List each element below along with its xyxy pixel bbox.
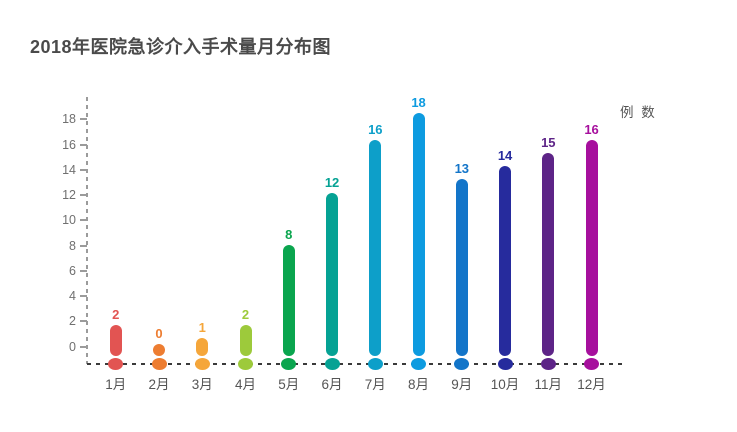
bar-3月 [196,337,209,356]
baseline-dot [151,358,167,370]
baseline-dot [194,358,210,370]
y-axis-unit-label: 例 数 [620,105,657,120]
y-tick-label: 14 [62,162,76,177]
y-tick-label: 18 [62,112,76,127]
bar-value-label: 14 [497,148,513,164]
x-axis-label-2月: 2月 [148,377,170,392]
y-tick-mark [80,345,87,348]
y-tick-mark [80,295,87,298]
bar-2月 [153,344,166,356]
baseline-dot [281,358,297,370]
baseline-dot [584,358,600,370]
bar-1月 [109,324,122,356]
bar-value-label: 2 [112,306,120,322]
y-tick-label: 6 [69,263,76,278]
y-tick-label: 12 [62,188,76,203]
y-tick-label: 0 [69,339,76,354]
y-tick-mark [80,168,87,171]
bar-4月 [239,324,252,356]
x-axis-label-4月: 4月 [235,377,257,392]
bar-7月 [369,139,382,356]
bar-value-label: 13 [454,161,470,177]
bar-9月 [455,179,468,356]
baseline-dot [108,358,124,370]
x-axis-label-3月: 3月 [191,377,213,392]
bar-6月 [326,192,339,356]
y-tick-mark [80,219,87,222]
y-tick-mark [80,269,87,272]
y-tick-mark [80,320,87,323]
y-tick-label: 2 [69,314,76,329]
y-tick-mark [80,244,87,247]
bar-value-label: 12 [324,174,340,190]
x-axis-label-12月: 12月 [577,377,606,392]
y-tick-label: 8 [69,238,76,253]
y-tick-label: 16 [62,137,76,152]
x-axis-dashed-baseline [87,363,625,365]
bar-12月 [585,139,598,356]
y-tick-label: 4 [69,289,76,304]
baseline-dot [497,358,513,370]
bar-value-label: 18 [411,95,426,111]
bar-value-label: 16 [584,121,599,137]
baseline-dot [238,358,254,370]
x-axis-label-10月: 10月 [490,377,520,392]
y-axis-dashed-line [86,97,88,364]
bar-5月 [282,245,295,356]
bar-8月 [412,113,425,356]
x-axis-label-7月: 7月 [364,377,386,392]
bar-value-label: 15 [541,135,556,150]
baseline-dot [411,358,427,370]
bar-11月 [542,153,555,356]
baseline-dot [540,358,556,370]
x-axis-label-9月: 9月 [451,377,473,392]
x-axis-label-8月: 8月 [408,377,430,392]
x-axis-label-6月: 6月 [321,377,343,392]
x-axis-label-1月: 1月 [105,377,127,392]
y-tick-label: 10 [62,213,76,228]
y-tick-mark [80,143,87,146]
baseline-dot [367,358,383,370]
baseline-dot [454,358,470,370]
bar-value-label: 1 [198,319,206,335]
baseline-dot [324,358,340,370]
bar-value-label: 8 [285,227,293,243]
y-tick-mark [80,118,87,121]
bar-10月 [499,166,512,356]
x-axis-label-11月: 11月 [534,377,563,392]
x-axis-label-5月: 5月 [278,377,300,392]
y-tick-mark [80,194,87,197]
bar-value-label: 0 [155,326,163,341]
bar-value-label: 2 [241,306,250,322]
bar-value-label: 16 [368,121,383,137]
chart-title: 2018年医院急诊介入手术量月分布图 [30,37,332,57]
